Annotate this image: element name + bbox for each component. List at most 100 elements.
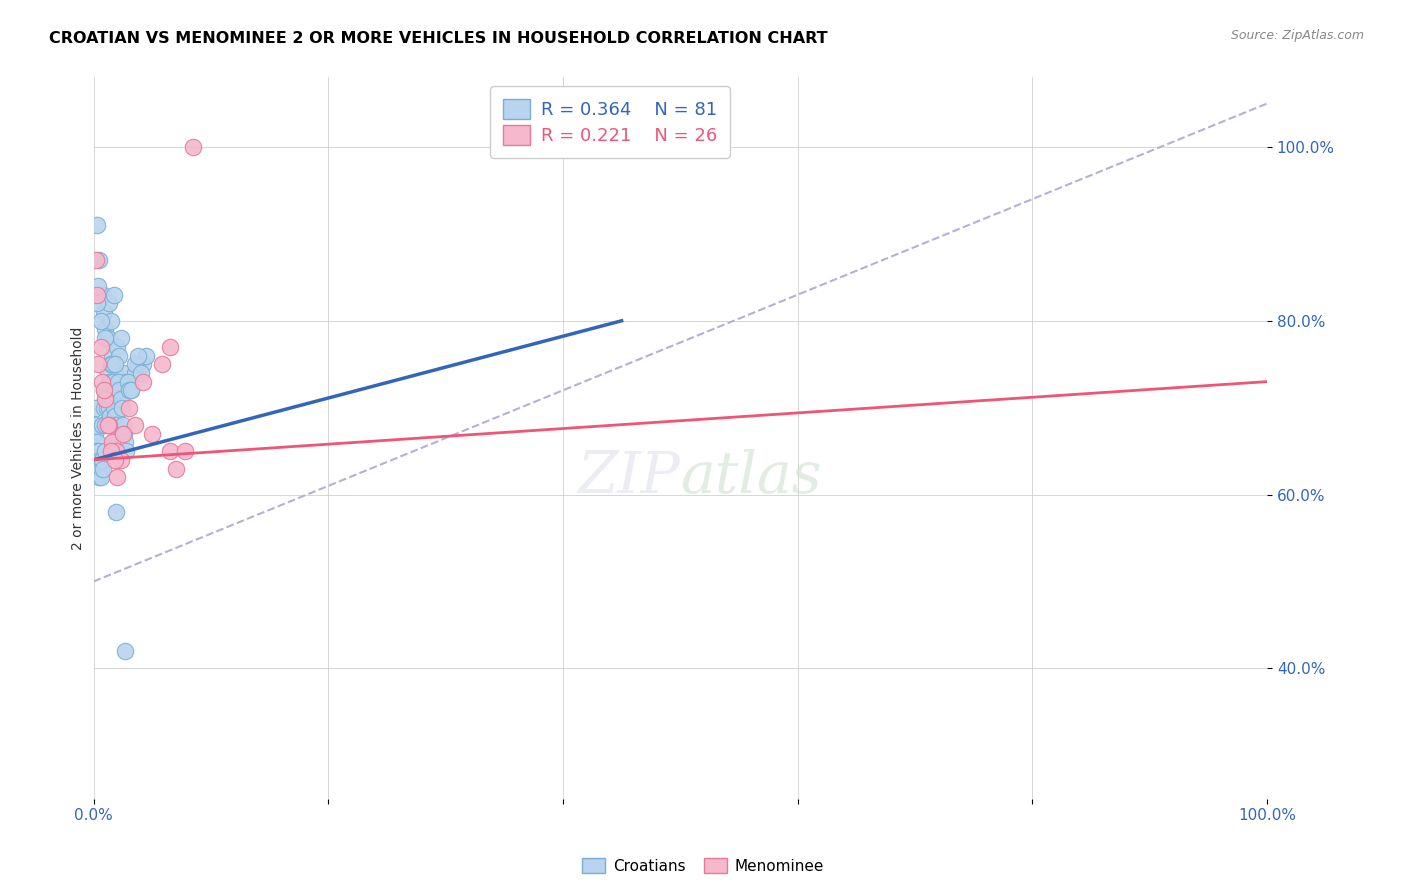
Point bbox=[101, 357, 124, 371]
Point bbox=[86, 296, 108, 310]
Point bbox=[115, 375, 138, 389]
Point bbox=[100, 384, 122, 398]
Point bbox=[91, 461, 114, 475]
Point bbox=[97, 366, 120, 380]
Point bbox=[107, 375, 129, 389]
Text: ZIP: ZIP bbox=[578, 449, 681, 506]
Point bbox=[112, 426, 135, 441]
Point bbox=[100, 392, 122, 406]
Point bbox=[93, 384, 115, 398]
Point bbox=[105, 340, 128, 354]
Point bbox=[124, 366, 146, 380]
Text: Source: ZipAtlas.com: Source: ZipAtlas.com bbox=[1230, 29, 1364, 42]
Point bbox=[135, 349, 157, 363]
Point bbox=[104, 357, 127, 371]
Point bbox=[87, 470, 110, 484]
Point bbox=[127, 357, 149, 371]
Point bbox=[108, 384, 131, 398]
Point bbox=[100, 444, 122, 458]
Point bbox=[105, 418, 128, 433]
Point bbox=[120, 384, 142, 398]
Point bbox=[93, 418, 115, 433]
Text: atlas: atlas bbox=[681, 449, 823, 506]
Point bbox=[89, 252, 111, 267]
Point bbox=[105, 470, 128, 484]
Text: CROATIAN VS MENOMINEE 2 OR MORE VEHICLES IN HOUSEHOLD CORRELATION CHART: CROATIAN VS MENOMINEE 2 OR MORE VEHICLES… bbox=[49, 31, 828, 46]
Point bbox=[174, 444, 197, 458]
Point bbox=[97, 418, 120, 433]
Point bbox=[97, 375, 120, 389]
Point bbox=[103, 287, 125, 301]
Point bbox=[90, 375, 112, 389]
Point bbox=[97, 331, 120, 345]
Point bbox=[124, 357, 146, 371]
Point bbox=[117, 375, 139, 389]
Point bbox=[111, 401, 134, 415]
Point bbox=[89, 444, 111, 458]
Point bbox=[91, 287, 114, 301]
Point bbox=[90, 314, 112, 328]
Point bbox=[111, 426, 134, 441]
Point bbox=[91, 452, 114, 467]
Point bbox=[105, 444, 128, 458]
Point bbox=[108, 349, 131, 363]
Point bbox=[103, 435, 125, 450]
Y-axis label: 2 or more Vehicles in Household: 2 or more Vehicles in Household bbox=[72, 326, 86, 549]
Point bbox=[90, 340, 112, 354]
Point bbox=[118, 401, 141, 415]
Point bbox=[90, 470, 112, 484]
Point bbox=[98, 409, 121, 424]
Point bbox=[104, 366, 127, 380]
Point bbox=[114, 644, 136, 658]
Point bbox=[132, 357, 155, 371]
Point bbox=[104, 384, 127, 398]
Point bbox=[141, 426, 163, 441]
Point bbox=[159, 340, 181, 354]
Point bbox=[100, 314, 122, 328]
Point bbox=[97, 418, 120, 433]
Point bbox=[103, 401, 125, 415]
Point bbox=[132, 375, 155, 389]
Point bbox=[114, 435, 136, 450]
Point bbox=[101, 435, 124, 450]
Point bbox=[83, 418, 105, 433]
Point bbox=[98, 401, 121, 415]
Point bbox=[120, 384, 142, 398]
Point bbox=[94, 392, 117, 406]
Point bbox=[96, 401, 118, 415]
Point bbox=[110, 452, 132, 467]
Point bbox=[101, 349, 124, 363]
Point bbox=[100, 357, 122, 371]
Point bbox=[110, 331, 132, 345]
Point bbox=[118, 384, 141, 398]
Point bbox=[87, 357, 110, 371]
Point bbox=[97, 418, 120, 433]
Point bbox=[87, 279, 110, 293]
Legend: Croatians, Menominee: Croatians, Menominee bbox=[576, 852, 830, 880]
Point bbox=[159, 444, 181, 458]
Point bbox=[86, 435, 108, 450]
Point bbox=[101, 375, 124, 389]
Point bbox=[94, 384, 117, 398]
Point bbox=[90, 418, 112, 433]
Point bbox=[111, 418, 134, 433]
Point bbox=[87, 461, 110, 475]
Point bbox=[165, 461, 187, 475]
Point bbox=[111, 366, 134, 380]
Point bbox=[115, 444, 138, 458]
Point bbox=[127, 349, 149, 363]
Point bbox=[84, 401, 107, 415]
Point bbox=[181, 140, 204, 154]
Point bbox=[124, 418, 146, 433]
Point bbox=[104, 444, 127, 458]
Point bbox=[104, 452, 127, 467]
Point bbox=[93, 384, 115, 398]
Point bbox=[94, 444, 117, 458]
Point bbox=[97, 296, 120, 310]
Legend: R = 0.364    N = 81, R = 0.221    N = 26: R = 0.364 N = 81, R = 0.221 N = 26 bbox=[491, 87, 730, 158]
Point bbox=[90, 461, 112, 475]
Point bbox=[118, 384, 141, 398]
Point bbox=[129, 366, 152, 380]
Point bbox=[94, 322, 117, 336]
Point bbox=[86, 218, 108, 232]
